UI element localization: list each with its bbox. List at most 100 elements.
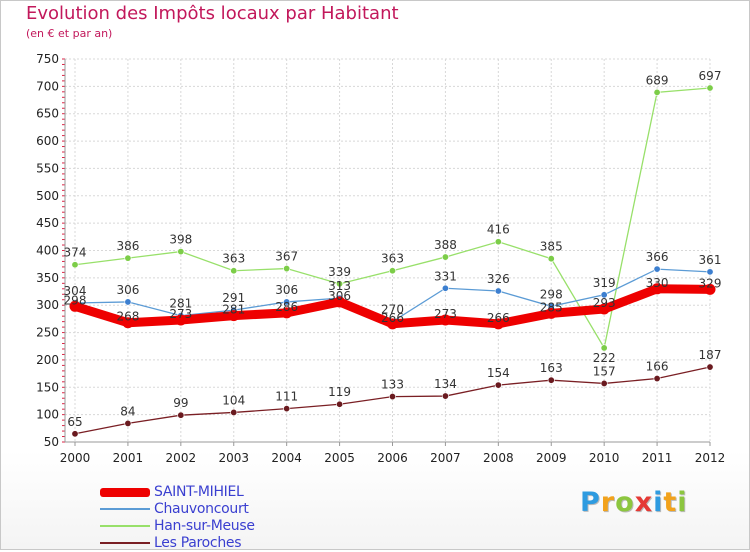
data-point-les-paroches (177, 411, 185, 419)
data-label-han-sur-meuse: 222 (593, 351, 616, 365)
data-label-saint-mihiel: 285 (540, 300, 563, 314)
legend-label-les-paroches: Les Paroches (154, 535, 242, 551)
data-label-saint-mihiel: 298 (64, 293, 87, 307)
y-tick-label: 250 (36, 326, 59, 340)
data-label-chauvoncourt: 298 (540, 287, 563, 301)
data-point-han-sur-meuse (441, 253, 449, 261)
y-tick-label: 300 (36, 298, 59, 312)
data-point-les-paroches (336, 400, 344, 408)
chart-title: Evolution des Impôts locaux par Habitant (26, 3, 399, 24)
data-point-han-sur-meuse (124, 254, 132, 262)
legend-item-saint-mihiel: SAINT-MIHIEL (100, 484, 360, 501)
data-label-saint-mihiel: 329 (699, 276, 722, 290)
data-point-saint-mihiel (492, 318, 504, 330)
data-label-saint-mihiel: 306 (328, 289, 351, 303)
data-label-han-sur-meuse: 367 (275, 250, 298, 264)
data-label-les-paroches: 133 (381, 378, 404, 392)
legend-swatch-han-sur-meuse (100, 525, 150, 527)
data-point-les-paroches (653, 375, 661, 383)
data-label-chauvoncourt: 306 (275, 283, 298, 297)
data-label-les-paroches: 84 (120, 404, 135, 418)
legend-swatch-chauvoncourt (100, 508, 150, 510)
data-label-saint-mihiel: 286 (275, 300, 298, 314)
data-point-saint-mihiel (281, 307, 293, 319)
x-tick-label: 2009 (536, 451, 567, 465)
y-tick-label: 350 (36, 271, 59, 285)
y-tick-label: 200 (36, 353, 59, 367)
x-tick-label: 2012 (695, 451, 726, 465)
data-point-chauvoncourt (441, 284, 449, 292)
data-point-han-sur-meuse (230, 267, 238, 275)
y-tick-label: 150 (36, 380, 59, 394)
data-point-saint-mihiel (704, 283, 716, 295)
y-tick-label: 450 (36, 216, 59, 230)
legend-label-chauvoncourt: Chauvoncourt (154, 501, 249, 517)
data-label-les-paroches: 111 (275, 390, 298, 404)
data-label-han-sur-meuse: 385 (540, 240, 563, 254)
x-tick-label: 2006 (377, 451, 408, 465)
proxiti-logo: Proxiti (580, 487, 688, 518)
data-point-chauvoncourt (283, 298, 291, 306)
data-point-les-paroches (441, 392, 449, 400)
data-point-les-paroches (124, 419, 132, 427)
x-tick-label: 2007 (430, 451, 461, 465)
y-tick-label: 700 (36, 79, 59, 93)
data-point-les-paroches (388, 393, 396, 401)
data-label-saint-mihiel: 273 (434, 307, 457, 321)
data-point-les-paroches (494, 381, 502, 389)
logo-letter: i (653, 487, 664, 518)
y-tick-label: 600 (36, 134, 59, 148)
data-point-han-sur-meuse (547, 255, 555, 263)
data-label-chauvoncourt: 366 (646, 250, 669, 264)
data-point-han-sur-meuse (177, 248, 185, 256)
data-point-les-paroches (230, 408, 238, 416)
data-point-chauvoncourt (494, 287, 502, 295)
data-label-les-paroches: 157 (593, 364, 616, 378)
x-tick-label: 2001 (113, 451, 144, 465)
data-point-han-sur-meuse (494, 238, 502, 246)
data-point-saint-mihiel (545, 307, 557, 319)
data-point-chauvoncourt (653, 265, 661, 273)
line-chart: 50 100 150 200 250 300 350 400 450 500 550 600 650 70… (36, 52, 726, 465)
data-label-han-sur-meuse: 363 (222, 252, 245, 266)
data-label-chauvoncourt: 326 (487, 272, 510, 286)
y-tick-label: 50 (44, 435, 59, 449)
data-label-saint-mihiel: 266 (487, 311, 510, 325)
data-point-han-sur-meuse (71, 261, 79, 269)
data-label-les-paroches: 119 (328, 385, 351, 399)
x-tick-label: 2004 (271, 451, 302, 465)
legend-swatch-saint-mihiel (100, 487, 150, 497)
data-point-saint-mihiel (387, 318, 398, 330)
data-point-saint-mihiel (598, 303, 610, 315)
legend-label-han-sur-meuse: Han-sur-Meuse (154, 518, 255, 534)
logo-letter: t (663, 487, 678, 518)
data-point-han-sur-meuse (388, 267, 396, 275)
data-label-han-sur-meuse: 374 (64, 246, 87, 260)
y-tick-label: 750 (36, 52, 59, 66)
data-point-saint-mihiel (175, 314, 187, 326)
data-label-han-sur-meuse: 697 (699, 69, 722, 83)
data-label-han-sur-meuse: 388 (434, 238, 457, 252)
x-tick-label: 2008 (483, 451, 514, 465)
data-point-saint-mihiel (439, 314, 451, 326)
data-label-saint-mihiel: 273 (169, 307, 192, 321)
y-tick-label: 400 (36, 244, 59, 258)
data-label-chauvoncourt: 304 (64, 284, 87, 298)
data-point-les-paroches (71, 430, 79, 438)
data-label-chauvoncourt: 361 (699, 253, 722, 267)
data-label-han-sur-meuse: 416 (487, 223, 510, 237)
y-tick-label: 650 (36, 107, 59, 121)
data-point-saint-mihiel (334, 296, 346, 308)
data-label-les-paroches: 99 (173, 396, 188, 410)
data-label-les-paroches: 104 (222, 393, 245, 407)
chart-legend: SAINT-MIHIEL Chauvoncourt Han-sur-Meuse Les… (100, 484, 360, 552)
data-label-saint-mihiel: 266 (381, 311, 404, 325)
data-label-chauvoncourt: 319 (593, 276, 616, 290)
data-point-han-sur-meuse (283, 265, 291, 273)
legend-item-chauvoncourt: Chauvoncourt (100, 501, 360, 518)
logo-letter: o (615, 487, 635, 518)
data-point-han-sur-meuse (600, 344, 608, 352)
data-label-han-sur-meuse: 398 (169, 233, 192, 247)
x-tick-label: 2005 (324, 451, 355, 465)
data-point-han-sur-meuse (653, 88, 661, 96)
